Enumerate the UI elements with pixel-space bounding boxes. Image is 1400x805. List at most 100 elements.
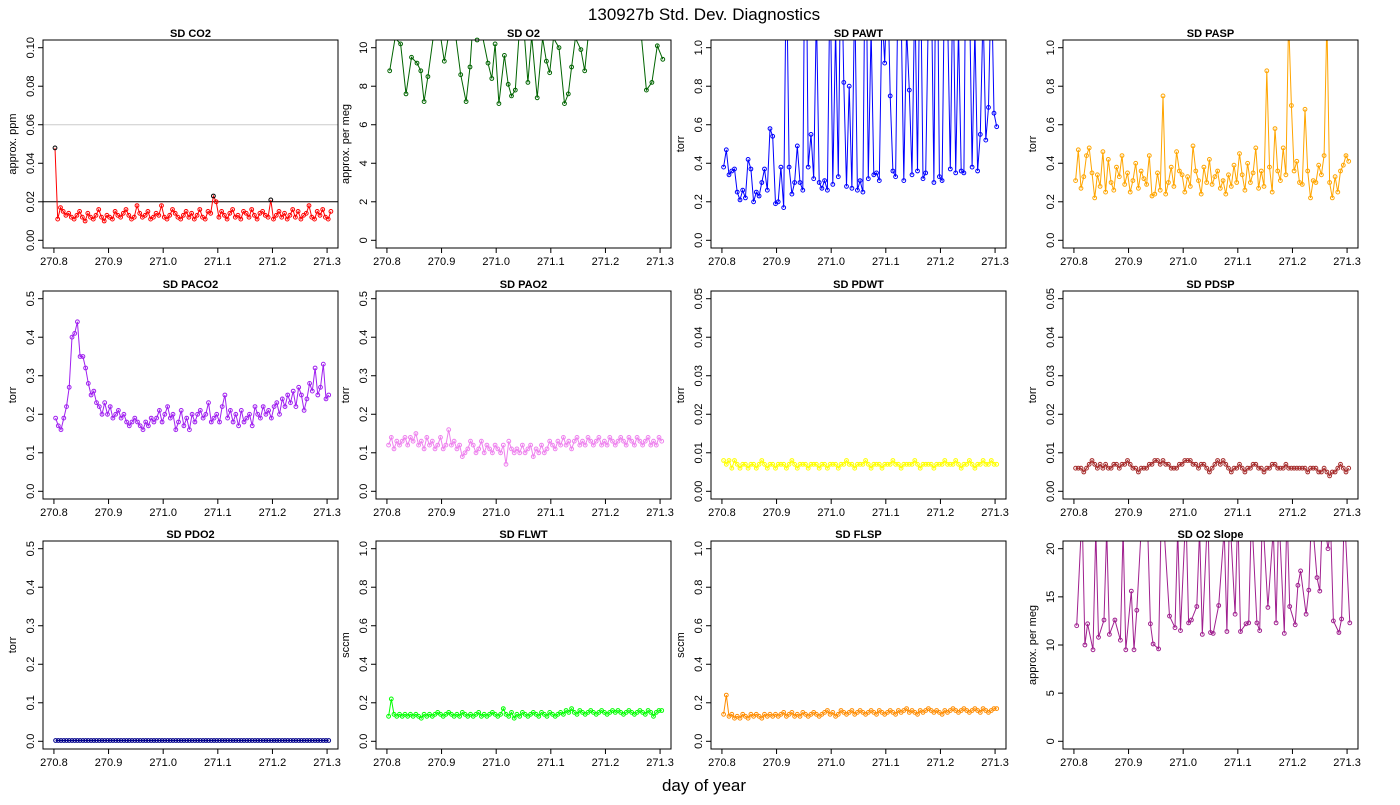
data-point (1267, 465, 1272, 471)
data-point (496, 101, 502, 106)
data-point (219, 404, 225, 410)
data-point (323, 396, 329, 402)
data-point (279, 396, 285, 402)
data-point (247, 411, 252, 417)
data-point (96, 404, 102, 410)
y-tick-label: 0.00 (1045, 481, 1057, 502)
x-tick-label: 271.2 (927, 256, 955, 268)
data-point (759, 458, 765, 463)
data-point (748, 166, 754, 172)
x-tick-label: 270.9 (763, 507, 791, 519)
data-point (200, 738, 206, 743)
data-point (1122, 182, 1128, 187)
data-point (123, 207, 129, 212)
data-point (909, 172, 915, 178)
data-point (1280, 465, 1286, 471)
data-point (732, 458, 737, 463)
data-point (1073, 178, 1078, 184)
data-point (402, 435, 408, 440)
data-point (187, 427, 192, 433)
data-point (1193, 461, 1199, 467)
data-point (599, 442, 604, 448)
data-point (247, 738, 252, 743)
y-tick-label: 5 (1045, 690, 1057, 696)
data-point (263, 738, 269, 743)
x-tick-label: 270.8 (373, 256, 401, 268)
data-point (533, 446, 539, 452)
data-point (295, 209, 301, 214)
y-tick-label: 0.05 (1045, 288, 1057, 309)
data-point (1272, 126, 1278, 132)
data-point (819, 185, 825, 191)
data-point (492, 442, 498, 448)
data-point (276, 209, 282, 214)
x-tick-label: 271.1 (1224, 757, 1252, 769)
data-point (1313, 465, 1319, 471)
x-tick-label: 270.9 (763, 757, 791, 769)
data-point (1289, 465, 1294, 471)
data-point (318, 384, 323, 390)
data-point (800, 461, 806, 467)
y-tick-label: 10 (358, 42, 370, 54)
data-point (868, 465, 874, 471)
data-point (1095, 465, 1100, 471)
data-point (1297, 465, 1302, 471)
data-point (1187, 458, 1193, 463)
data-point (1194, 604, 1200, 609)
x-tick-label: 271.0 (1169, 256, 1197, 268)
x-tick-label: 270.8 (708, 757, 736, 769)
data-point (69, 334, 75, 340)
x-tick-label: 271.0 (482, 507, 510, 519)
data-point (656, 435, 662, 440)
data-point (60, 209, 66, 214)
y-tick-label: 0.5 (358, 291, 370, 306)
data-point (326, 738, 332, 743)
data-point (855, 461, 860, 467)
data-point (1167, 613, 1172, 619)
data-point (1084, 465, 1089, 471)
data-point (170, 738, 176, 743)
data-point (85, 381, 91, 386)
data-point (230, 207, 236, 212)
figure-title: 130927b Std. Dev. Diagnostics (588, 5, 820, 24)
y-axis-label: torr (7, 386, 19, 403)
data-point (75, 319, 80, 325)
chart-panel: SD PAWT torr 270.8 270.9 271.0 271.1 271.2 271.… (675, 28, 1009, 268)
data-point (137, 210, 143, 216)
data-point (937, 174, 942, 180)
data-point (759, 180, 765, 185)
plot-frame (375, 290, 672, 500)
data-point (309, 388, 315, 394)
data-point (1111, 187, 1117, 193)
series-line (1076, 541, 1351, 650)
data-point (556, 45, 562, 51)
y-tick-label: 0.6 (358, 618, 370, 633)
data-point (729, 465, 735, 471)
data-point (797, 180, 803, 185)
data-point (723, 461, 729, 467)
x-tick-label: 271.3 (981, 256, 1009, 268)
y-axis-label: torr (675, 386, 687, 403)
data-point (320, 207, 326, 212)
data-point (901, 461, 907, 467)
data-point (77, 354, 83, 359)
data-point (52, 145, 58, 151)
data-point (898, 465, 904, 471)
data-point (1150, 641, 1156, 647)
data-point (315, 738, 321, 743)
x-tick-label: 271.1 (1224, 256, 1252, 268)
data-point (189, 210, 195, 216)
data-point (811, 176, 817, 182)
x-tick-label: 271.2 (592, 256, 620, 268)
x-tick-label: 270.9 (428, 757, 456, 769)
data-point (803, 461, 808, 467)
data-point (975, 461, 980, 467)
data-point (536, 713, 542, 719)
data-point (1095, 172, 1100, 178)
data-point (263, 411, 269, 417)
x-tick-label: 271.3 (313, 507, 341, 519)
data-point (1193, 168, 1199, 174)
y-tick-label: 10 (1045, 639, 1057, 651)
data-point (972, 465, 978, 471)
plot-frame (42, 290, 339, 500)
